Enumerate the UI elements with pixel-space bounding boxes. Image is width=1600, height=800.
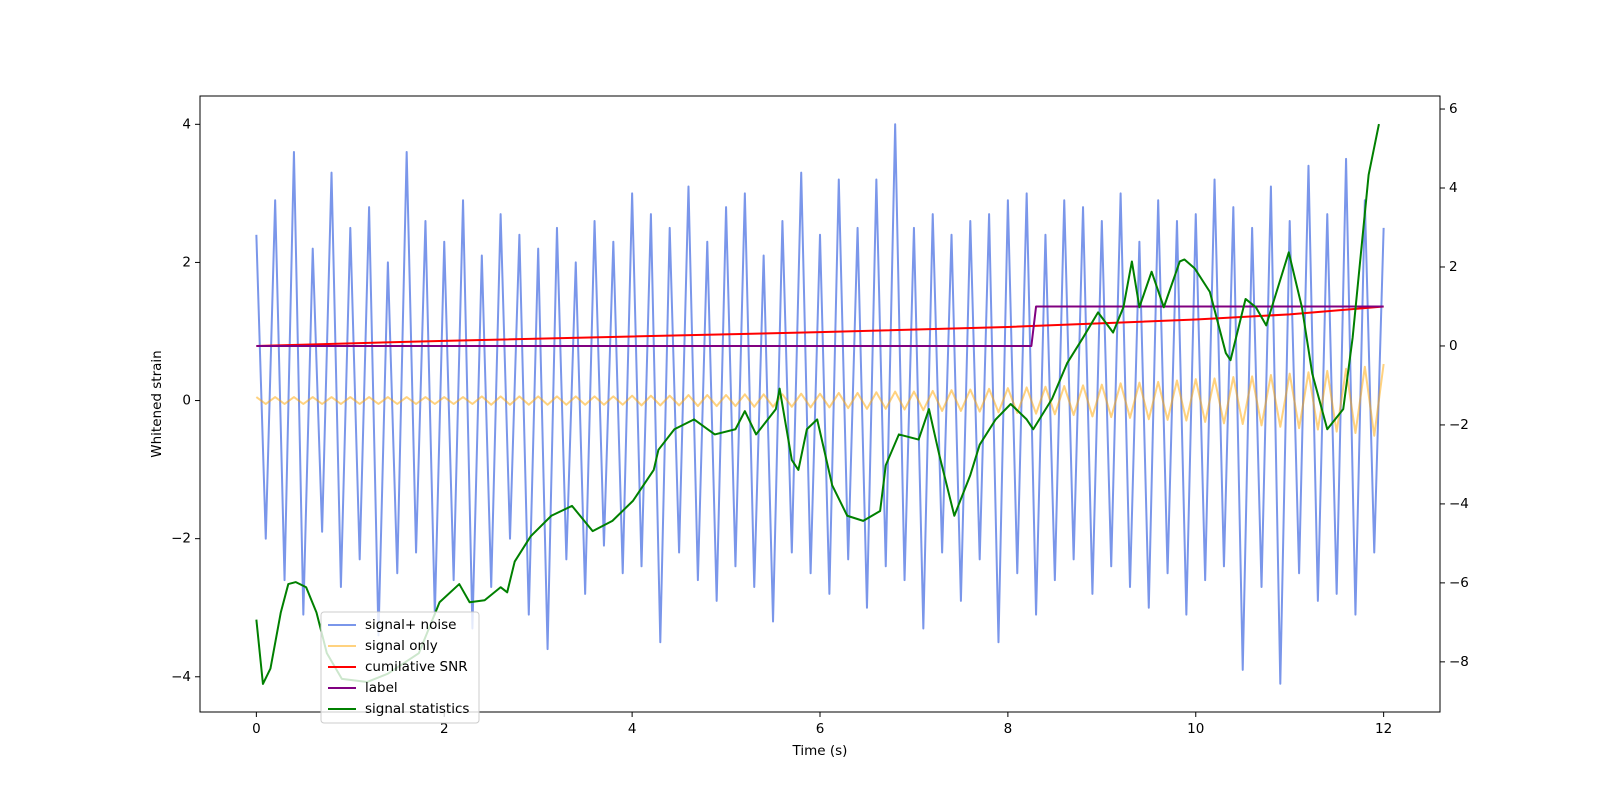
legend-label: cumilative SNR (365, 659, 468, 675)
x-tick-label: 10 (1187, 721, 1204, 737)
x-tick-label: 2 (440, 721, 449, 737)
y2-tick-label: −2 (1449, 417, 1469, 433)
y-axis-label: Whitened strain (149, 350, 165, 457)
legend: signal+ noise signal only cumilative SNR la… (320, 611, 480, 724)
y2-tick-label: 2 (1449, 259, 1458, 275)
y2-tick-label: −8 (1449, 654, 1469, 670)
y-tick-label: 4 (182, 116, 191, 132)
y2-tick-label: 4 (1449, 180, 1458, 196)
y-tick-label: −4 (171, 669, 191, 685)
x-axis-label: Time (s) (792, 743, 848, 759)
y2-tick-label: −4 (1449, 496, 1469, 512)
series-line (255, 123, 1380, 685)
x-tick-label: 4 (628, 721, 637, 737)
series-line (256, 305, 1384, 347)
legend-label: signal statistics (365, 701, 469, 717)
legend-label: signal+ noise (365, 617, 456, 633)
y2-tick-label: 0 (1449, 338, 1458, 354)
x-tick-label: 12 (1375, 721, 1392, 737)
y-tick-label: 0 (182, 393, 191, 409)
y2-tick-label: −6 (1449, 575, 1469, 591)
legend-label: label (365, 680, 398, 696)
y-tick-label: 2 (182, 254, 191, 270)
legend-box (320, 611, 480, 724)
series-line (256, 305, 1384, 347)
y-tick-label: −2 (171, 531, 191, 547)
series-line (255, 123, 1385, 685)
x-tick-label: 8 (1004, 721, 1013, 737)
x-tick-label: 6 (816, 721, 825, 737)
plot-area (255, 123, 1385, 685)
x-tick-label: 0 (252, 721, 261, 737)
series-line (255, 363, 1385, 437)
y2-tick-label: 6 (1449, 101, 1458, 117)
legend-label: signal only (365, 638, 438, 654)
